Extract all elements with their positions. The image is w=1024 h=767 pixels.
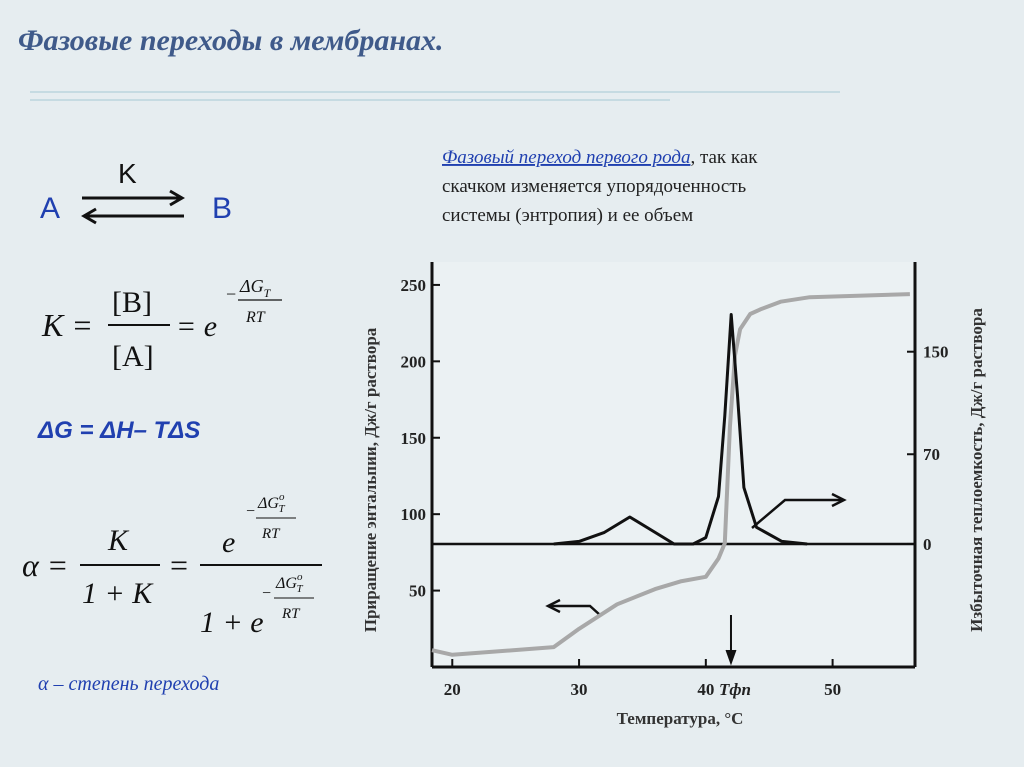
description-line: , так как — [690, 147, 758, 168]
formula-text: ΔGo T — [275, 571, 303, 595]
formula-text: T — [264, 286, 272, 300]
y-tick-label: 100 — [401, 505, 427, 524]
gibbs-formula: ΔG = ΔH– TΔS — [37, 417, 200, 444]
equilibrium-arrows — [81, 189, 185, 225]
alpha-formula: α = K 1 + K = e − ΔGo T RT 1 + e − ΔGo T R… — [22, 491, 322, 639]
formula-text: − — [226, 284, 236, 304]
formula-text: T — [278, 503, 285, 515]
y2-tick-label: 150 — [923, 343, 949, 362]
slide-title: Фазовые переходы в мембранах. — [18, 24, 444, 57]
arrows — [545, 492, 847, 616]
y-tick-label: 50 — [409, 582, 426, 601]
x-tick-label: 20 — [444, 680, 461, 699]
y-tick-label: 200 — [401, 352, 427, 371]
description-line: системы (энтропия) и ее объем — [442, 205, 693, 226]
species: B — [212, 192, 232, 225]
formula-text: ΔG — [257, 495, 279, 512]
series-line — [431, 292, 910, 657]
formula-text: 1 + K — [82, 577, 154, 610]
x-tick-label: 50 — [824, 680, 841, 699]
species: A — [40, 192, 60, 225]
x-tick-label: 30 — [571, 680, 588, 699]
plot-area — [432, 262, 915, 667]
y2-axis-label: Избыточная теплоемкость, Дж/г раствора — [967, 308, 986, 632]
formula-text: ΔGo T — [257, 491, 285, 515]
rate-constant: K — [118, 158, 137, 189]
x-tick-label: 40 — [697, 680, 714, 699]
formula-text: RT — [261, 526, 281, 542]
formula-text: T — [296, 583, 303, 595]
description-line: скачком изменяется упорядоченность — [442, 176, 747, 197]
y2-tick-label: 0 — [923, 535, 932, 554]
formula-text: = — [170, 547, 188, 583]
formula-text: [A] — [112, 340, 154, 373]
y-axis-label: Приращение энтальпии, Дж/г раствора — [361, 327, 380, 632]
x-axis-label: Температура, °C — [617, 709, 744, 728]
formula-text: K — [107, 524, 130, 557]
equilibrium-formula: K = [B] [A] = e − ΔGT RT — [41, 276, 282, 373]
formula-text: 1 + e — [200, 606, 264, 639]
y-tick-label: 250 — [401, 276, 427, 295]
formula-text: − — [262, 585, 271, 602]
series-line — [553, 313, 808, 546]
y2-tick-label: 70 — [923, 445, 940, 464]
description: Фазовый переход первого рода, так как — [442, 147, 758, 168]
formula-text: α = — [22, 547, 68, 583]
formula-text: o — [297, 571, 303, 583]
formula-text: e — [222, 526, 235, 559]
formula-text: K = — [41, 307, 93, 343]
chart: Приращение энтальпии, Дж/г раствора Избы… — [361, 262, 986, 728]
formula-text: ΔG — [239, 276, 264, 296]
formula-text: [B] — [112, 286, 152, 319]
note: α – степень перехода — [38, 673, 219, 695]
y-tick-label: 150 — [401, 429, 427, 448]
formula-text: RT — [245, 309, 266, 326]
description-emphasis: Фазовый переход первого рода — [442, 147, 690, 168]
formula-text: RT — [281, 606, 301, 622]
annotation: Тфп — [719, 680, 751, 699]
annotation-arrow — [725, 649, 737, 666]
formula-text: − — [246, 503, 255, 520]
formula-text: ΔGT — [239, 276, 272, 300]
formula-text: = e — [176, 310, 217, 343]
formula-text: o — [279, 491, 285, 503]
formula-text: ΔG — [275, 575, 297, 592]
